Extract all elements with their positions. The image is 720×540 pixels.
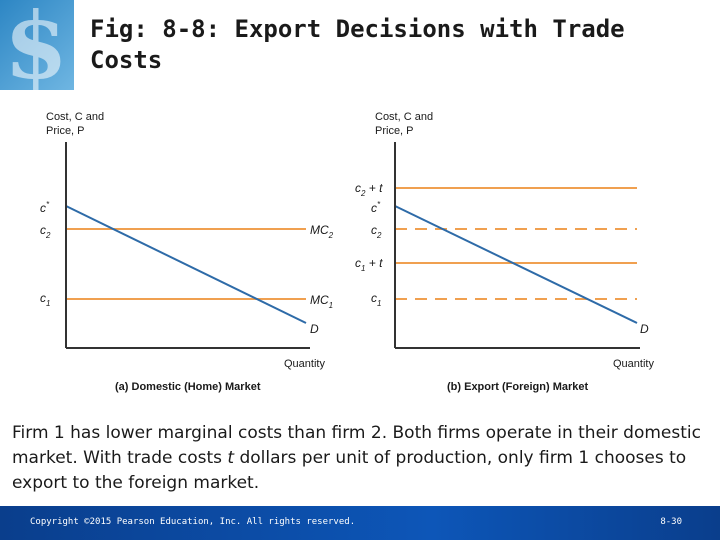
panel-a-mc1-label: MC1	[310, 293, 333, 310]
panel-b-tick-c2-plus-t: c2 + t	[355, 181, 383, 198]
panel-b-tick-c2: c2	[371, 223, 382, 240]
panel-b-tick-c1: c1	[371, 291, 381, 308]
footer-bar: Copyright ©2015 Pearson Education, Inc. …	[0, 506, 720, 540]
dollar-sign-logo: $	[0, 0, 74, 90]
panel-b-caption: (b) Export (Foreign) Market	[447, 381, 589, 393]
export-decision-diagram: Cost, C and Price, P c* c2 c1 MC2 MC1 D …	[40, 111, 654, 393]
panel-a-demand-label: D	[310, 322, 319, 336]
panel-b-demand-label: D	[640, 322, 649, 336]
caption-trade-cost-variable: t	[227, 448, 235, 468]
dollar-sign-icon: $	[4, 0, 69, 90]
panel-a-tick-c-star: c*	[40, 200, 50, 215]
panel-a-x-axis-label: Quantity	[284, 358, 325, 370]
panel-b-y-axis-label-line1: Cost, C and	[375, 111, 433, 123]
panel-a-y-axis-label-line2: Price, P	[46, 125, 85, 137]
panel-a-domestic-market: Cost, C and Price, P c* c2 c1 MC2 MC1 D …	[40, 111, 334, 393]
panel-a-tick-c2: c2	[40, 223, 51, 240]
panel-a-y-axis-label-line1: Cost, C and	[46, 111, 104, 123]
panel-a-caption: (a) Domestic (Home) Market	[115, 381, 261, 393]
caption-text-part2: dollars per unit of production, only fir…	[12, 448, 687, 493]
caption-text-part1: Firm 1 has lower marginal costs than fir…	[12, 423, 701, 468]
panel-a-demand-line	[65, 205, 307, 324]
panel-b-demand-line	[394, 205, 638, 324]
panel-b-tick-c-star: c*	[371, 200, 381, 215]
slide-title: Fig: 8-8: Export Decisions with Trade Co…	[90, 15, 625, 74]
panel-b-x-axis-label: Quantity	[613, 358, 654, 370]
panel-b-y-axis-label-line2: Price, P	[375, 125, 414, 137]
slide-caption: Firm 1 has lower marginal costs than fir…	[12, 421, 702, 496]
page-number: 8-30	[660, 517, 682, 527]
panel-a-mc2-label: MC2	[310, 223, 334, 240]
panel-a-tick-c1: c1	[40, 291, 50, 308]
panel-b-export-market: Cost, C and Price, P c2 + t c* c2 c1 + t…	[355, 111, 654, 393]
panel-b-tick-c1-plus-t: c1 + t	[355, 256, 383, 273]
copyright-text: Copyright ©2015 Pearson Education, Inc. …	[30, 517, 356, 527]
